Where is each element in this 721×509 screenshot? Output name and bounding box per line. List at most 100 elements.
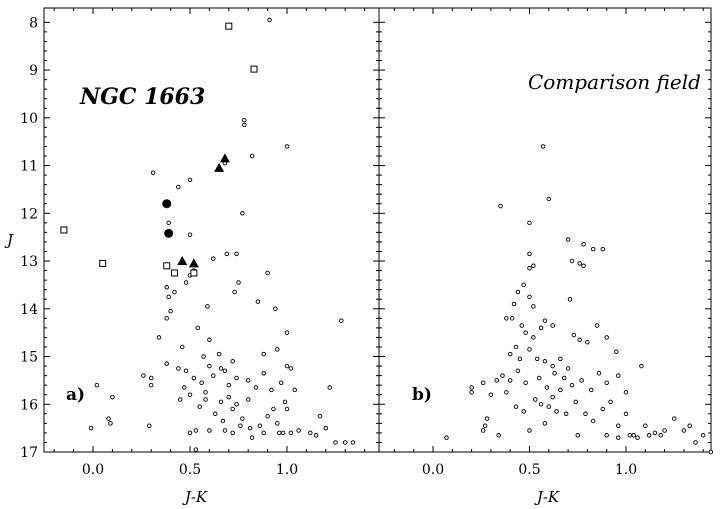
open-circle-point <box>616 373 621 378</box>
filled-triangle-point <box>188 258 199 268</box>
open-circle-point <box>527 347 532 352</box>
open-circle-point <box>515 289 521 295</box>
y-tick-label: 15 <box>20 350 38 366</box>
open-circle-point <box>236 280 241 285</box>
panel-b-y-ticks <box>379 21 711 453</box>
panel-a-y-ticks: 8 9 10 11 12 13 14 15 16 17 <box>20 15 379 461</box>
open-circle-point <box>273 306 278 312</box>
open-circle-point <box>197 404 202 409</box>
open-circle-point <box>205 304 210 309</box>
open-circle-point <box>226 394 232 400</box>
open-circle-point <box>500 373 505 378</box>
open-circle-point <box>207 428 212 433</box>
y-tick-label: 11 <box>20 159 38 175</box>
open-circle-point <box>323 425 329 431</box>
open-circle-point <box>600 406 606 412</box>
open-circle-point <box>164 316 169 321</box>
open-circle-point <box>444 435 449 440</box>
open-circle-point <box>238 423 243 428</box>
open-circle-point <box>581 242 586 247</box>
open-circle-point <box>469 385 474 390</box>
panel-a-xlabel: J-K <box>182 488 208 506</box>
open-circle-point <box>313 433 319 438</box>
open-circle-point <box>681 428 687 433</box>
open-circle-point <box>193 447 199 452</box>
open-circle-point <box>187 430 193 436</box>
open-circle-point <box>569 258 575 264</box>
open-circle-point <box>507 378 513 383</box>
panel-a-label: a) <box>66 385 85 405</box>
open-circle-point <box>643 423 648 428</box>
open-circle-point <box>172 289 177 295</box>
open-circle-point <box>596 370 602 376</box>
open-circle-point <box>187 177 193 183</box>
open-circle-point <box>590 246 596 252</box>
open-circle-point <box>531 304 536 309</box>
open-circle-point <box>585 339 590 345</box>
open-circle-point <box>527 220 532 226</box>
open-circle-point <box>531 263 536 269</box>
open-circle-point <box>577 261 582 266</box>
open-circle-point <box>220 418 226 424</box>
panel-b-label: b) <box>412 385 432 405</box>
open-circle-point <box>350 440 356 445</box>
open-circle-point <box>558 356 563 362</box>
open-circle-point <box>271 406 276 412</box>
open-circle-point <box>226 382 232 388</box>
open-circle-point <box>191 375 197 381</box>
open-circle-point <box>546 196 552 202</box>
open-circle-point <box>542 318 548 323</box>
open-circle-point <box>245 378 251 383</box>
open-circle-point <box>627 433 633 438</box>
open-circle-point <box>515 368 521 374</box>
open-circle-point <box>288 366 294 371</box>
open-circle-point <box>242 122 247 128</box>
open-circle-point <box>662 428 667 433</box>
open-circle-point <box>234 402 239 407</box>
open-circle-point <box>106 416 111 421</box>
open-circle-point <box>187 232 193 238</box>
open-circle-point <box>207 337 212 343</box>
open-circle-point <box>589 387 594 393</box>
open-circle-point <box>265 413 270 419</box>
open-circle-point <box>234 375 239 381</box>
open-circle-point <box>292 387 298 393</box>
open-circle-point <box>693 440 698 445</box>
open-circle-point <box>604 335 609 340</box>
open-circle-point <box>222 368 228 374</box>
open-circle-point <box>296 428 301 433</box>
open-circle-point <box>558 387 563 393</box>
open-circle-point <box>222 428 228 433</box>
open-circle-point <box>218 366 224 371</box>
open-circle-point <box>203 397 208 402</box>
panel-b-frame <box>378 7 712 453</box>
x-tick-label: 1.0 <box>615 462 637 478</box>
open-circle-point <box>708 449 714 455</box>
open-circle-point <box>148 382 154 388</box>
open-circle-point <box>594 323 600 328</box>
y-tick-label: 13 <box>20 254 38 270</box>
open-circle-point <box>148 375 154 381</box>
open-circle-point <box>523 380 528 386</box>
open-circle-point <box>141 373 146 378</box>
open-circle-point <box>108 421 113 426</box>
open-circle-point <box>249 153 255 159</box>
open-circle-point <box>600 246 606 252</box>
open-circle-point <box>480 428 486 433</box>
open-circle-point <box>278 380 284 386</box>
open-circle-point <box>494 378 499 383</box>
open-circle-point <box>181 385 187 390</box>
open-circle-point <box>540 144 546 149</box>
open-circle-point <box>469 390 474 395</box>
panel-a-points <box>60 17 356 452</box>
open-circle-point <box>544 385 550 390</box>
open-circle-point <box>339 318 344 323</box>
filled-circle-point <box>162 199 172 209</box>
open-circle-point <box>218 399 224 405</box>
panel-b-xlabel: J-K <box>534 488 560 506</box>
open-circle-point <box>542 421 548 426</box>
open-square-point <box>250 65 258 73</box>
open-circle-point <box>616 435 621 440</box>
open-circle-point <box>513 404 519 409</box>
y-tick-label: 14 <box>20 302 38 318</box>
